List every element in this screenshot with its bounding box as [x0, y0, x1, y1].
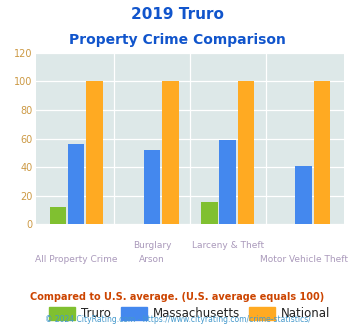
Bar — [68, 144, 84, 224]
Bar — [238, 82, 255, 224]
Bar — [86, 82, 103, 224]
Text: Compared to U.S. average. (U.S. average equals 100): Compared to U.S. average. (U.S. average … — [31, 292, 324, 302]
Text: Larceny & Theft: Larceny & Theft — [192, 241, 264, 250]
Legend: Truro, Massachusetts, National: Truro, Massachusetts, National — [45, 302, 335, 325]
Text: Arson: Arson — [139, 255, 165, 264]
Text: 2019 Truro: 2019 Truro — [131, 7, 224, 21]
Bar — [201, 202, 218, 224]
Bar — [219, 140, 236, 224]
Text: Burglary: Burglary — [133, 241, 171, 250]
Text: © 2024 CityRating.com - https://www.cityrating.com/crime-statistics/: © 2024 CityRating.com - https://www.city… — [45, 315, 310, 324]
Bar — [50, 207, 66, 224]
Text: Property Crime Comparison: Property Crime Comparison — [69, 33, 286, 47]
Text: Motor Vehicle Theft: Motor Vehicle Theft — [260, 255, 348, 264]
Bar — [295, 166, 312, 224]
Bar — [313, 82, 330, 224]
Bar — [162, 82, 179, 224]
Text: All Property Crime: All Property Crime — [35, 255, 118, 264]
Bar — [144, 150, 160, 224]
